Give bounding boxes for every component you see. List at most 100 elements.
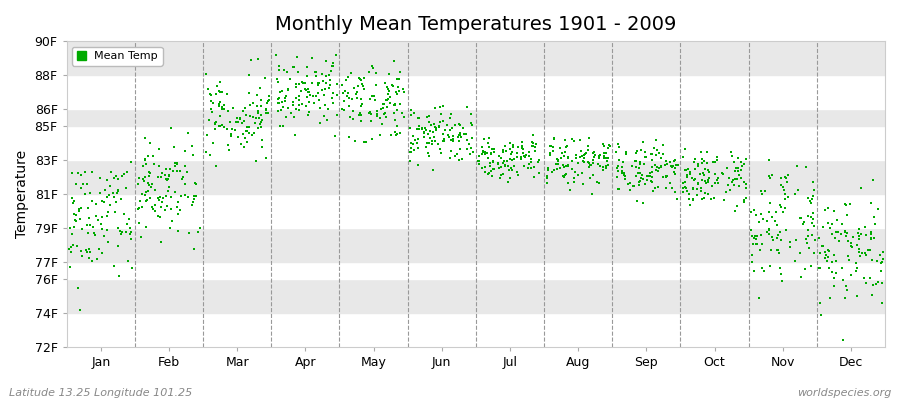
Point [392,76,406,82]
Point [792,215,806,222]
Point [728,208,742,214]
Point [690,192,705,198]
Text: Latitude 13.25 Longitude 101.25: Latitude 13.25 Longitude 101.25 [9,388,193,398]
Point [710,176,724,183]
Point [233,116,248,122]
Point [113,195,128,202]
Point [527,144,542,150]
Point [816,243,831,249]
Point [180,168,194,175]
Point [314,71,328,78]
Point [122,216,136,222]
Point [456,125,471,131]
Point [543,152,557,158]
Point [565,166,580,172]
Point [598,155,613,162]
Point [816,224,831,230]
Point [152,163,166,170]
Point [657,162,671,168]
Point [241,124,256,130]
Point [165,218,179,224]
Point [273,122,287,129]
Point [640,173,654,179]
Point [154,204,168,210]
Point [336,90,350,97]
Point [354,96,368,102]
Point [232,115,247,122]
Point [819,257,833,264]
Point [686,197,700,204]
Point [478,148,492,155]
Point [612,186,626,192]
Point [141,169,156,175]
Point [107,194,122,200]
Point [335,82,349,88]
Point [546,136,561,142]
Point [147,161,161,168]
Point [602,142,616,148]
Point [654,154,669,161]
Bar [67,262,885,279]
Point [122,225,137,232]
Point [189,193,203,199]
Point [352,74,366,81]
Point [436,131,450,138]
Point [798,236,813,242]
Point [147,205,161,212]
Point [140,188,155,194]
Point [821,220,835,226]
Point [850,260,864,266]
Point [304,55,319,61]
Point [529,141,544,147]
Point [546,167,561,174]
Point [592,155,607,162]
Point [556,153,571,160]
Point [557,164,572,170]
Point [587,154,601,160]
Point [275,122,290,129]
Point [655,150,670,157]
Point [162,172,176,179]
Point [223,131,238,138]
Point [838,201,852,207]
Point [79,246,94,253]
Point [411,162,426,168]
Point [130,206,145,212]
Point [833,230,848,237]
Point [272,100,286,107]
Point [642,173,656,180]
Point [541,167,555,174]
Point [81,230,95,236]
Point [852,253,867,259]
Point [728,168,742,174]
Point [301,89,315,95]
Point [506,144,520,150]
Point [253,85,267,91]
Point [353,110,367,116]
Point [626,183,641,190]
Point [410,144,425,151]
Point [633,161,647,168]
Point [559,162,573,169]
Point [617,176,632,182]
Point [123,229,138,235]
Point [104,169,119,176]
Point [540,180,554,186]
Point [858,250,872,256]
Point [849,268,863,274]
Point [234,140,248,147]
Point [407,109,421,116]
Point [539,173,554,180]
Point [140,180,155,186]
Point [437,126,452,133]
Point [101,239,115,245]
Point [262,97,276,103]
Point [139,161,153,168]
Point [676,189,690,195]
Point [242,130,256,136]
Point [675,185,689,191]
Point [686,186,700,192]
Point [224,132,238,139]
Point [864,235,878,241]
Point [491,160,505,167]
